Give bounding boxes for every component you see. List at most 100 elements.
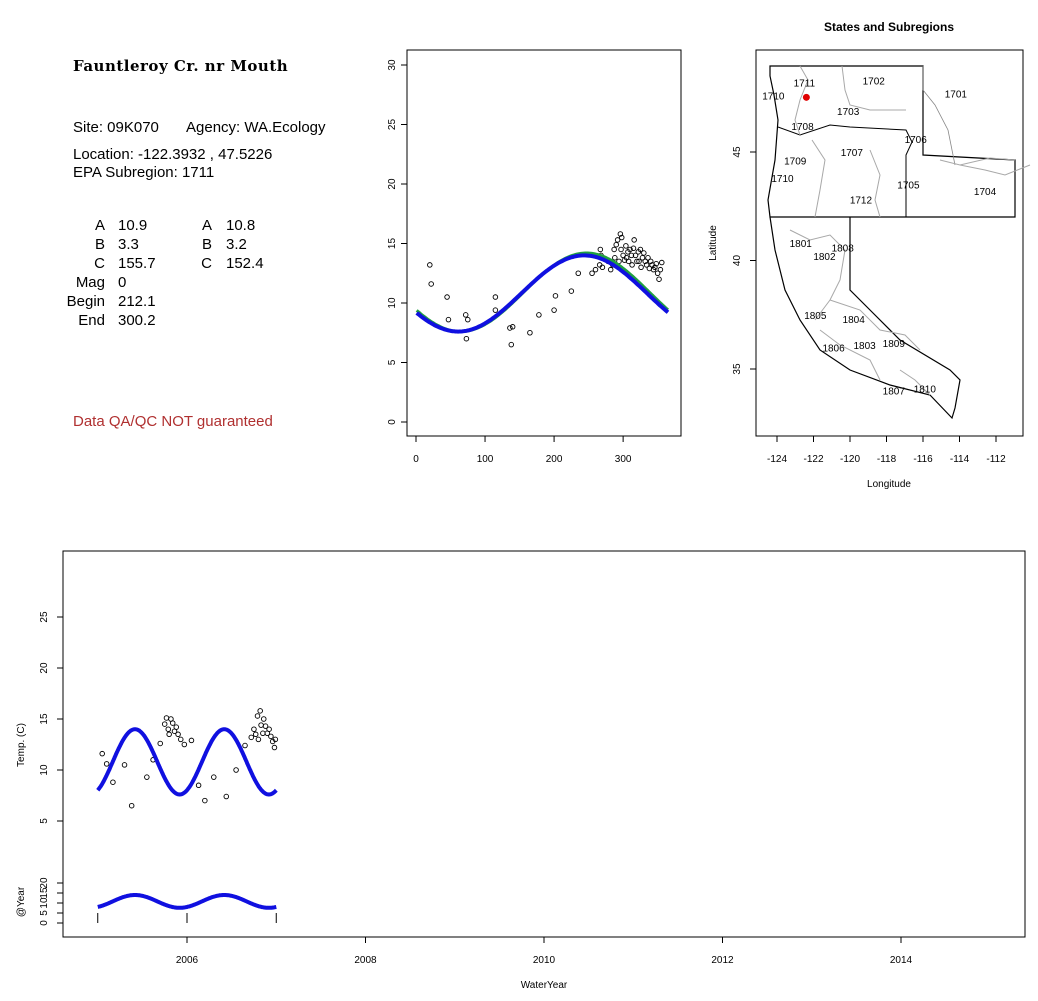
map-region-label: 1704	[974, 187, 997, 198]
map-x-axis-label: Longitude	[867, 479, 911, 490]
timeseries-data-point	[258, 722, 264, 728]
seasonal-data-point	[492, 307, 499, 313]
timeseries-data-point	[163, 715, 170, 721]
param2-label-b: B	[201, 236, 212, 253]
map-region-label: 1809	[883, 339, 906, 350]
seasonal-data-point	[508, 341, 515, 348]
seasonal-x-tick-label: 100	[477, 454, 494, 465]
timeseries-data-point	[268, 733, 274, 740]
seasonal-data-point	[428, 281, 434, 287]
timeseries-sub-y-tick-label: 20	[39, 877, 50, 889]
location: Location: -122.3932 , 47.5226	[73, 146, 273, 163]
timeseries-y-axis-label: Temp. (C)	[16, 723, 27, 767]
seasonal-data-point	[642, 258, 648, 265]
seasonal-data-point	[634, 258, 640, 265]
map-y-axis-label: Latitude	[708, 225, 719, 261]
map-region-label: 1705	[897, 181, 920, 192]
seasonal-data-point	[462, 312, 469, 318]
seasonal-data-point	[638, 264, 644, 271]
map-boundaries	[767, 65, 1031, 420]
map-region-label: 1805	[804, 311, 827, 322]
state-border-id-mt	[922, 66, 956, 166]
site-id: Site: 09K070	[73, 119, 159, 136]
map-region-label: 1804	[843, 315, 866, 326]
timeseries-x-tick-label: 2010	[533, 955, 556, 966]
timeseries-data-point	[255, 736, 262, 743]
timeseries-y-tick-label: 10	[39, 764, 50, 776]
map-region-label: 1710	[771, 174, 794, 185]
timeseries-data-point	[211, 774, 217, 780]
map-x-tick-label: -112	[986, 454, 1006, 465]
seasonal-data-point	[463, 335, 470, 342]
map-region-label: 1803	[853, 341, 876, 352]
seasonal-data-point	[527, 330, 533, 336]
timeseries-data-point	[178, 736, 184, 743]
map-region-label: 1707	[841, 148, 864, 159]
map-region-label: 1802	[813, 252, 836, 263]
seasonal-data-point	[631, 237, 637, 243]
agency: Agency: WA.Ecology	[186, 119, 326, 136]
site-marker	[802, 93, 810, 101]
timeseries-data-point	[161, 721, 168, 727]
seasonal-data-point	[444, 294, 450, 300]
timeseries-fit-line	[96, 727, 278, 797]
seasonal-x-tick-label: 200	[546, 454, 563, 465]
timeseries-data-point	[195, 782, 202, 789]
seasonal-data-point	[636, 258, 642, 265]
timeseries-data-point	[99, 750, 105, 757]
param-value-end: 300.2	[118, 312, 156, 329]
map-y-tick-label: 40	[732, 255, 743, 267]
timeseries-x-tick-label: 2008	[354, 955, 377, 966]
param-value-begin: 212.1	[118, 293, 156, 310]
map-axes: -124 -122 -120 -118 -116 -114 -112 35 40 45	[732, 146, 1006, 465]
seasonal-data-point	[611, 246, 617, 253]
subregion-border-1704	[939, 157, 1016, 166]
timeseries-fit-line	[96, 727, 278, 797]
seasonal-data-point	[653, 260, 660, 267]
seasonal-data-point	[618, 234, 625, 241]
subregion-map: States and Subregions -124 -122 -120 -118 -1…	[708, 20, 1031, 490]
timeseries-data-point	[188, 737, 195, 744]
seasonal-data-point	[652, 264, 658, 271]
map-region-label: 1806	[822, 343, 845, 354]
map-region-label: 1709	[784, 157, 807, 168]
timeseries-data-point	[110, 779, 116, 785]
timeseries-y-tick-label: 15	[39, 713, 50, 725]
qa-disclaimer: Data QA/QC NOT guaranteed	[73, 413, 273, 430]
seasonal-data-point	[568, 288, 575, 294]
param2-value-c: 152.4	[226, 255, 264, 272]
timeseries-x-axis-label: WaterYear	[521, 980, 568, 991]
seasonal-data-point	[445, 316, 452, 323]
seasonal-data-point	[637, 246, 644, 253]
seasonal-data-point	[625, 258, 632, 265]
epa-subregion: EPA Subregion: 1711	[73, 164, 215, 181]
timeseries-data-point	[157, 740, 163, 747]
seasonal-y-tick-label: 30	[387, 59, 398, 71]
timeseries-subplot-y-axis-label: @Year	[16, 886, 27, 917]
map-region-label: 1703	[837, 107, 860, 118]
seasonal-data-point	[657, 266, 664, 273]
map-y-tick-label: 45	[732, 146, 743, 158]
map-x-tick-label: -114	[950, 454, 970, 465]
timeseries-year-subplot	[97, 893, 277, 923]
seasonal-data-point	[536, 312, 542, 318]
timeseries-points	[99, 708, 279, 809]
seasonal-data-point	[641, 250, 647, 256]
timeseries-frame	[62, 550, 1026, 938]
map-region-label: 1710	[762, 92, 785, 103]
seasonal-y-tick-label: 0	[387, 419, 398, 425]
seasonal-data-point	[592, 266, 599, 273]
timeseries-data-point	[223, 793, 230, 800]
seasonal-y-tick-label: 10	[387, 297, 398, 309]
timeseries-data-point	[272, 736, 279, 743]
timeseries-data-point	[242, 742, 248, 749]
timeseries-data-point	[181, 741, 188, 748]
seasonal-data-point	[575, 270, 581, 277]
timeseries-data-point	[257, 708, 263, 714]
seasonal-data-point	[607, 266, 614, 273]
map-x-tick-label: -122	[803, 454, 823, 465]
seasonal-fit-lines	[415, 251, 670, 334]
seasonal-data-point	[627, 246, 633, 253]
